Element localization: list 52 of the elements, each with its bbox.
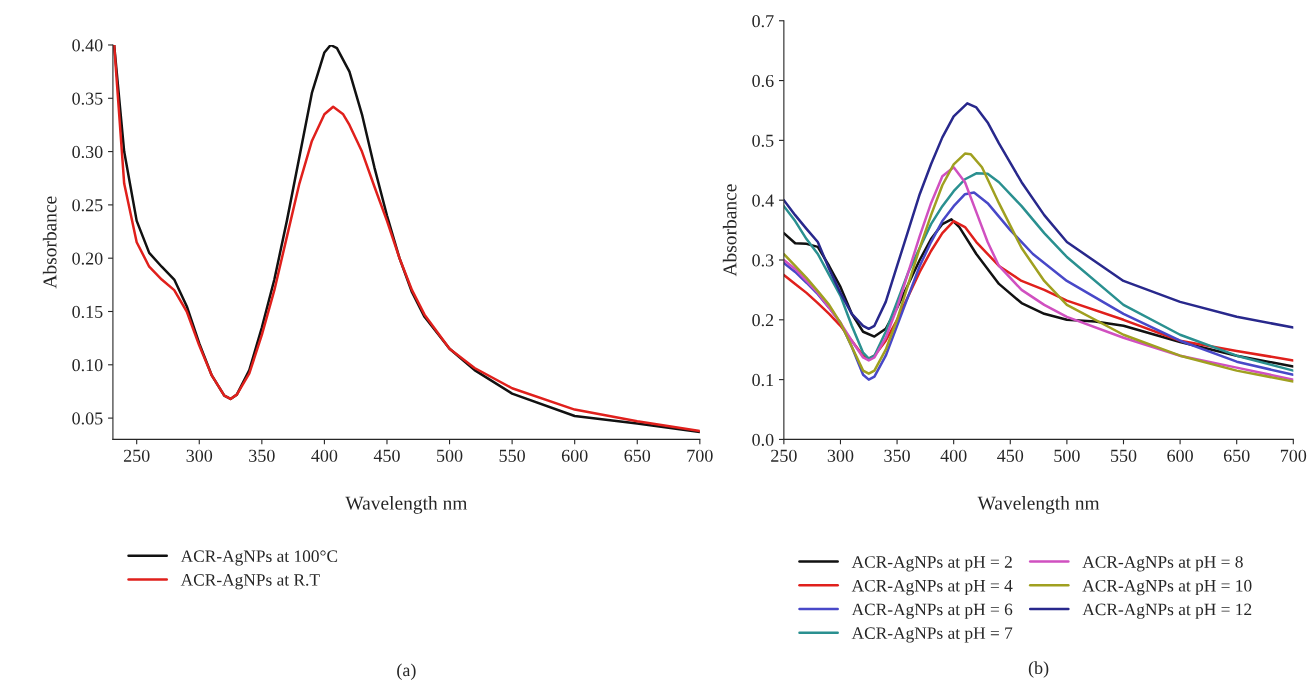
x-tick-label: 700 <box>687 449 713 462</box>
x-tick-label: 250 <box>771 449 797 462</box>
legend-label: ACR-AgNPs at pH = 4 <box>851 579 1013 596</box>
line-series <box>783 102 1294 331</box>
y-tick-label: 0.0 <box>752 433 774 446</box>
legend-label: ACR-AgNPs at pH = 8 <box>1082 556 1243 572</box>
y-tick-label: 0.10 <box>72 359 103 372</box>
legend-label: ACR-AgNPs at 100°C <box>180 550 338 566</box>
y-tick-label: 0.25 <box>72 199 103 212</box>
y-tick-label: 0.4 <box>752 194 774 207</box>
y-tick-label: 0.7 <box>752 15 774 28</box>
x-tick-label: 500 <box>437 449 463 462</box>
x-tick-label: 550 <box>499 449 525 462</box>
x-tick-label: 550 <box>1111 449 1137 462</box>
x-tick-label: 450 <box>373 449 400 462</box>
x-axis-title: Wavelength nm <box>977 496 1100 514</box>
x-tick-label: 650 <box>624 449 651 462</box>
legend-label: ACR-AgNPs at R.T <box>180 574 320 590</box>
legend-label: ACR-AgNPs at pH = 2 <box>851 556 1012 572</box>
y-tick-label: 0.1 <box>752 373 774 387</box>
x-tick-label: 400 <box>311 449 338 462</box>
x-tick-label: 350 <box>884 449 910 462</box>
y-axis-title: Absorbance <box>42 196 57 289</box>
legend-label: ACR-AgNPs at pH = 12 <box>1082 603 1252 619</box>
y-tick-label: 0.15 <box>72 305 103 319</box>
x-tick-label: 250 <box>123 449 150 462</box>
x-tick-label: 400 <box>940 449 967 462</box>
x-tick-label: 500 <box>1054 449 1080 462</box>
legend-label: ACR-AgNPs at pH = 6 <box>851 603 1013 619</box>
legend-label: ACR-AgNPs at pH = 7 <box>851 627 1013 643</box>
y-tick-label: 0.30 <box>72 145 103 159</box>
y-tick-label: 0.6 <box>752 74 774 88</box>
x-axis-title: Wavelength nm <box>345 496 468 514</box>
text: (b) <box>1028 661 1049 678</box>
x-tick-label: 450 <box>997 449 1024 462</box>
y-tick-label: 0.20 <box>72 252 103 265</box>
y-tick-label: 0.35 <box>72 92 103 105</box>
y-tick-label: 0.05 <box>72 412 103 425</box>
legend-label: ACR-AgNPs at pH = 10 <box>1082 579 1252 596</box>
x-tick-label: 300 <box>827 449 854 462</box>
y-tick-label: 0.2 <box>752 314 774 327</box>
x-tick-label: 600 <box>561 449 588 462</box>
y-tick-label: 0.5 <box>752 134 774 147</box>
y-tick-label: 0.3 <box>752 254 774 267</box>
x-tick-label: 600 <box>1167 449 1193 462</box>
text: (a) <box>397 663 416 680</box>
x-tick-label: 650 <box>1223 449 1250 462</box>
y-tick-label: 0.40 <box>72 39 103 52</box>
x-tick-label: 700 <box>1280 449 1307 462</box>
x-tick-label: 300 <box>186 449 213 462</box>
y-axis-title: Absorbance <box>722 184 737 277</box>
x-tick-label: 350 <box>249 449 275 462</box>
